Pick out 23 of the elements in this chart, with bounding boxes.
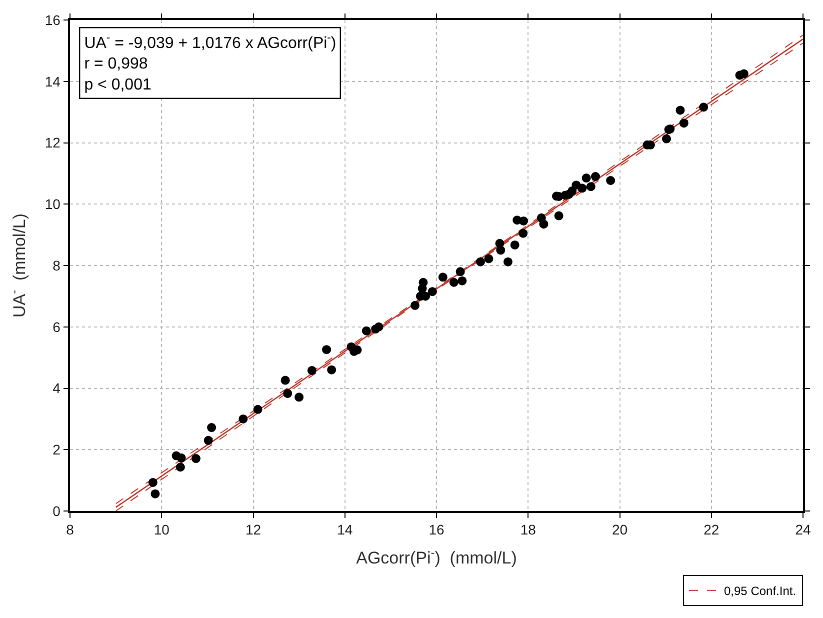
- x-tick-label: 20: [612, 522, 628, 538]
- annotation: p < 0,001: [84, 76, 152, 94]
- y-tick-label: 0: [52, 502, 61, 519]
- legend-label: 0,95 Conf.Int.: [724, 584, 796, 598]
- annotation: UA$^{-}$ = -9,039 + 1,0176 x AGcorr(Pi$^{-}$): [84, 32, 336, 52]
- x-tick-label: 24: [795, 522, 811, 538]
- x-tick-label: 22: [704, 522, 720, 538]
- x-tick-label: 10: [154, 522, 170, 538]
- y-tick-label: 10: [44, 196, 61, 212]
- y-tick-label: 8: [52, 257, 61, 274]
- y-tick-label: 16: [44, 12, 61, 28]
- annotation: r = 0,998: [84, 56, 148, 73]
- y-tick-label: 14: [44, 73, 61, 90]
- y-tick-label: 12: [44, 134, 61, 151]
- x-tick-label: 8: [66, 522, 74, 538]
- x-axis-title: AGcorr(Pi$^{-}$) (mmol/L): [356, 545, 517, 568]
- y-tick-label: 4: [52, 380, 61, 396]
- y-tick-label: 6: [52, 318, 61, 335]
- x-tick-label: 14: [337, 522, 353, 538]
- y-tick-label: 2: [52, 442, 61, 458]
- x-tick-label: 12: [245, 522, 262, 538]
- x-tick-label: 16: [428, 522, 444, 538]
- x-tick-label: 18: [520, 522, 536, 538]
